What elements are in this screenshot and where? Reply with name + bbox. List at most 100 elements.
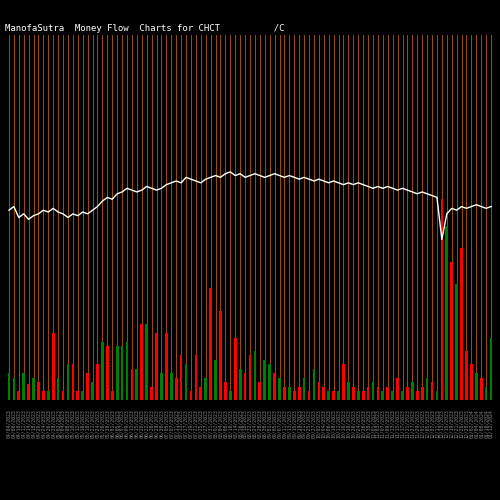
Bar: [12, 378, 15, 400]
Bar: [239, 369, 242, 400]
Bar: [308, 391, 310, 400]
Bar: [475, 373, 478, 400]
Bar: [32, 378, 35, 400]
Bar: [42, 391, 44, 400]
Bar: [130, 369, 134, 400]
Bar: [165, 333, 168, 400]
Bar: [480, 378, 482, 400]
Bar: [450, 262, 453, 400]
Bar: [204, 378, 207, 400]
Bar: [57, 378, 59, 400]
Bar: [47, 391, 50, 400]
Bar: [96, 364, 99, 400]
Bar: [28, 384, 30, 400]
Bar: [190, 391, 192, 400]
Bar: [258, 382, 261, 400]
Bar: [342, 364, 345, 400]
Bar: [376, 386, 380, 400]
Bar: [91, 382, 94, 400]
Bar: [332, 391, 335, 400]
Bar: [52, 333, 54, 400]
Bar: [126, 342, 128, 400]
Bar: [401, 391, 404, 400]
Bar: [224, 382, 227, 400]
Bar: [392, 391, 394, 400]
Bar: [18, 391, 20, 400]
Bar: [312, 369, 316, 400]
Bar: [76, 391, 79, 400]
Bar: [273, 373, 276, 400]
Bar: [180, 356, 182, 400]
Bar: [288, 386, 290, 400]
Bar: [210, 288, 212, 400]
Bar: [264, 360, 266, 400]
Bar: [362, 391, 364, 400]
Bar: [318, 382, 320, 400]
Bar: [160, 373, 163, 400]
Bar: [248, 356, 252, 400]
Bar: [411, 382, 414, 400]
Bar: [490, 338, 492, 400]
Bar: [328, 391, 330, 400]
Bar: [416, 391, 418, 400]
Bar: [357, 391, 360, 400]
Bar: [421, 386, 424, 400]
Bar: [229, 391, 232, 400]
Bar: [86, 373, 89, 400]
Bar: [426, 378, 428, 400]
Bar: [140, 324, 143, 400]
Bar: [337, 391, 340, 400]
Bar: [460, 248, 463, 400]
Bar: [322, 386, 325, 400]
Bar: [254, 351, 256, 400]
Bar: [396, 378, 399, 400]
Bar: [347, 382, 350, 400]
Bar: [37, 382, 40, 400]
Bar: [22, 373, 25, 400]
Bar: [366, 386, 370, 400]
Bar: [278, 378, 281, 400]
Bar: [101, 342, 104, 400]
Bar: [352, 386, 354, 400]
Bar: [430, 382, 434, 400]
Bar: [175, 378, 178, 400]
Bar: [111, 391, 114, 400]
Bar: [485, 386, 488, 400]
Bar: [436, 391, 438, 400]
Bar: [219, 311, 222, 400]
Bar: [8, 373, 10, 400]
Bar: [283, 386, 286, 400]
Bar: [268, 364, 271, 400]
Bar: [170, 373, 172, 400]
Bar: [244, 373, 246, 400]
Bar: [234, 338, 236, 400]
Bar: [136, 369, 138, 400]
Bar: [66, 364, 70, 400]
Bar: [386, 386, 389, 400]
Bar: [146, 324, 148, 400]
Bar: [184, 364, 188, 400]
Bar: [440, 199, 443, 400]
Bar: [150, 386, 153, 400]
Bar: [293, 391, 296, 400]
Bar: [120, 346, 124, 400]
Bar: [446, 226, 448, 400]
Bar: [155, 333, 158, 400]
Bar: [372, 382, 374, 400]
Bar: [116, 346, 118, 400]
Bar: [194, 356, 197, 400]
Bar: [200, 386, 202, 400]
Bar: [456, 284, 458, 400]
Bar: [303, 378, 306, 400]
Bar: [465, 351, 468, 400]
Bar: [214, 360, 217, 400]
Bar: [470, 364, 472, 400]
Bar: [382, 391, 384, 400]
Bar: [106, 346, 108, 400]
Bar: [72, 364, 74, 400]
Bar: [298, 386, 300, 400]
Text: ManofaSutra  Money Flow  Charts for CHCT          /C                            : ManofaSutra Money Flow Charts for CHCT /…: [5, 24, 500, 33]
Bar: [82, 391, 84, 400]
Bar: [62, 391, 64, 400]
Bar: [406, 386, 409, 400]
